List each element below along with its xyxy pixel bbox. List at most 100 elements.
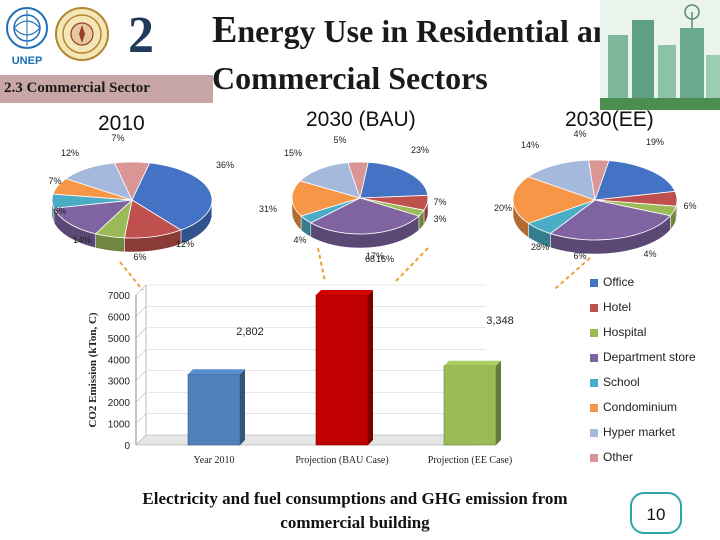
pie-title-2030-ee: 2030(EE) — [565, 108, 654, 131]
gridline-diag — [135, 284, 147, 296]
pie-slice-department-store — [53, 199, 134, 235]
legend-label: Hotel — [603, 300, 632, 314]
pie-data-label: 23% — [411, 145, 429, 155]
legend-swatch — [590, 403, 598, 412]
legend-label: Department store — [603, 350, 696, 364]
title-line1-rest: nergy Use in Residential and — [237, 13, 629, 49]
legend-swatch — [590, 353, 598, 362]
pie-data-label: 15% — [284, 148, 302, 158]
unep-logo-text: UNEP — [12, 55, 43, 67]
bar-side-1 — [368, 290, 373, 445]
legend-label: Other — [603, 450, 634, 464]
y-axis-label: CO2 Emission (kTon, C) — [87, 312, 99, 427]
legend-label: Hospital — [603, 325, 647, 339]
pie-group: 36% 12% 6% 14% 6% 7% 12% 7% 23% 7% 3% 31% 4% 17% 15% 5%… — [48, 129, 696, 264]
title-initial: E — [212, 9, 238, 51]
legend-swatch — [590, 278, 598, 287]
pie-slice-condominium — [291, 180, 362, 217]
x-category-label: Year 2010 — [194, 455, 235, 466]
page-number: 10 — [630, 492, 682, 534]
bar-annotation: 3,348 — [486, 315, 514, 327]
pie-title-2010: 2010 — [98, 112, 145, 135]
pie-data-label: 14% — [521, 140, 539, 150]
bar-side-2 — [496, 360, 501, 445]
legend-label: Hyper market — [603, 425, 676, 439]
pie-slice-other — [347, 161, 369, 200]
pie-1: 23% 7% 3% 31% 4% 17% 15% 5% 68 16% — [259, 135, 447, 264]
pie-charts: 36% 12% 6% 14% 6% 7% 12% 7% 23% 7% 3% 31% 4% 17% 15% 5%… — [48, 129, 697, 290]
y-tick-label: 5000 — [108, 334, 131, 345]
y-tick-label: 0 — [124, 441, 130, 452]
pie-slice-other — [588, 159, 610, 201]
pie-data-label: 4% — [293, 235, 306, 245]
pie-data-label: 6% — [683, 201, 696, 211]
bar-side-0 — [240, 369, 245, 445]
legend-item: Hyper market — [590, 425, 675, 439]
gridline-diag — [135, 413, 147, 424]
slide-caption: Electricity and fuel consumptions and GH… — [90, 487, 620, 535]
pie-slice-hyper-market — [527, 159, 596, 201]
legend-swatch — [590, 328, 598, 337]
bar-annotation: 2,802 — [236, 326, 264, 338]
green-cityscape-icon — [600, 0, 720, 110]
legend-item: Hospital — [590, 325, 646, 339]
legend-label: Condominium — [603, 400, 678, 414]
section-bar — [0, 75, 213, 103]
pie-data-label: 6% — [573, 251, 586, 261]
legend-item: Department store — [590, 350, 696, 364]
gridline-diag — [135, 349, 147, 360]
pie-slice-condominium — [512, 176, 597, 224]
pie-data-label: 19% — [646, 137, 664, 147]
pie-data-label: 28% — [531, 242, 549, 252]
bar-2 — [443, 365, 497, 446]
pie-data-label: 17% — [366, 251, 384, 261]
university-seal-icon — [55, 7, 109, 61]
gridline-diag — [135, 434, 147, 446]
chapter-number: 2 — [128, 7, 154, 64]
pie-slice-office — [594, 160, 676, 201]
legend-item: Other — [590, 450, 633, 464]
legend-item: Condominium — [590, 400, 677, 414]
y-tick-label: 2000 — [108, 398, 131, 409]
gridline-diag — [135, 391, 147, 403]
bar-group: 0 1000 2000 3000 4000 5000 6000 7000 Year 2010 Pr… — [108, 284, 514, 466]
bar-chart: CO2 Emission (kTon, C) 0 1000 2000 3000 4000… — [87, 284, 514, 466]
pie-slice-hyper-market — [64, 162, 133, 201]
pie-data-label: 3% — [433, 214, 446, 224]
pie-data-label: 4% — [643, 249, 656, 259]
pie-data-label: 20% — [494, 203, 512, 213]
y-tick-label: 6000 — [108, 312, 131, 323]
unep-logo: UNEP — [6, 7, 48, 67]
bar-top-1 — [316, 290, 373, 295]
pie-extra-label: 16% — [376, 254, 394, 264]
bar-1 — [315, 294, 369, 446]
pie-2: 19% 6% 4% 28% 6% 20% 14% 4% — [494, 129, 697, 261]
pie-data-label: 12% — [176, 239, 194, 249]
pie-data-label: 6% — [53, 206, 66, 216]
x-category-label: Projection (BAU Case) — [295, 455, 388, 466]
page-title-line2: Commercial Sectors — [212, 60, 488, 96]
y-tick-label: 3000 — [108, 377, 131, 388]
pie-slice-department-store — [549, 199, 672, 241]
bar-top-2 — [444, 360, 501, 366]
gridline-diag — [135, 370, 147, 381]
pie-data-label: 4% — [573, 129, 586, 139]
bar-0 — [187, 373, 241, 446]
pie-slice-office — [131, 162, 213, 231]
page-title-line1: Energy Use in Residential and — [212, 8, 629, 52]
pie-data-label: 7% — [48, 176, 61, 186]
legend-swatch — [590, 453, 598, 462]
legend-item: School — [590, 375, 640, 389]
legend-item: Office — [590, 275, 634, 289]
pie-data-label: 36% — [216, 160, 234, 170]
y-tick-label: 4000 — [108, 355, 131, 366]
legend-label: Office — [603, 275, 635, 289]
bar-top-0 — [188, 369, 245, 375]
legend-item: Hotel — [590, 300, 631, 314]
legend-swatch — [590, 303, 598, 312]
pie-data-label: 14% — [73, 235, 91, 245]
caption-line1: Electricity and fuel consumptions and GH… — [142, 489, 568, 508]
section-label: 2.3 Commercial Sector — [4, 80, 150, 96]
gridline-diag — [135, 306, 147, 317]
pie-data-label: 7% — [433, 197, 446, 207]
